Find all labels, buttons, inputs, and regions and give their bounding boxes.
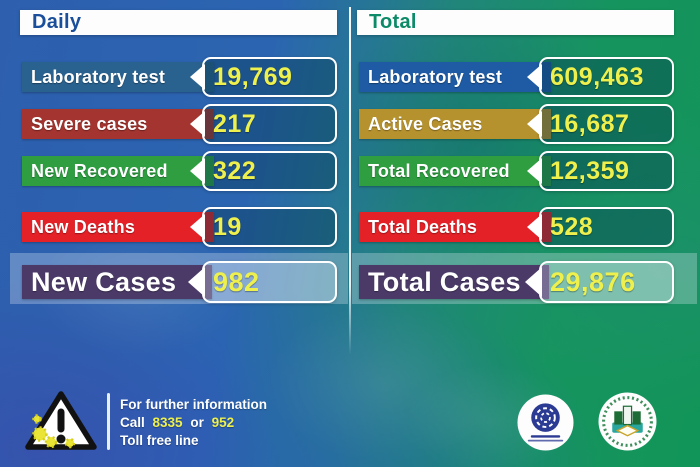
row-total-cases: Total Cases 29,876 xyxy=(357,261,674,303)
arrow-left-icon xyxy=(527,158,542,184)
footer-info-line3: Toll free line xyxy=(120,433,199,448)
footer-divider-line xyxy=(107,393,110,450)
arrow-left-icon xyxy=(527,214,542,240)
stat-label-bar: Total Cases xyxy=(359,265,549,299)
row-total-active-cases: Active Cases 16,687 xyxy=(357,104,674,144)
stat-value-box: 217 xyxy=(190,104,337,144)
arrow-left-icon xyxy=(190,158,205,184)
total-column: Total Laboratory test 609,463 Active Cas… xyxy=(357,0,674,380)
stat-label: Severe cases xyxy=(31,113,148,134)
stat-value-box: 982 xyxy=(188,261,337,303)
row-total-recovered: Total Recovered 12,359 xyxy=(357,151,674,191)
daily-header: Daily xyxy=(20,10,337,35)
total-header-label: Total xyxy=(369,11,417,33)
footer-info-line2: Call 8335 or 952 xyxy=(120,414,267,432)
stat-label: Laboratory test xyxy=(31,66,166,87)
stat-value-box: 528 xyxy=(527,207,674,247)
stat-value: 29,876 xyxy=(550,266,636,297)
stat-value: 217 xyxy=(213,109,257,138)
arrow-left-icon xyxy=(527,111,542,137)
virus-warning-triangle-icon xyxy=(23,389,99,458)
stat-label-bar: New Deaths xyxy=(22,212,214,242)
row-total-deaths: Total Deaths 528 xyxy=(357,207,674,247)
stat-label: Total Cases xyxy=(368,266,521,297)
stat-value-box: 12,359 xyxy=(527,151,674,191)
row-daily-new-recovered: New Recovered 322 xyxy=(20,151,337,191)
arrow-left-icon xyxy=(190,64,205,90)
stat-value-box: 609,463 xyxy=(527,57,674,97)
row-daily-severe-cases: Severe cases 217 xyxy=(20,104,337,144)
stat-value-box: 16,687 xyxy=(527,104,674,144)
stat-label: New Deaths xyxy=(31,216,136,237)
daily-header-label: Daily xyxy=(32,11,82,33)
arrow-left-icon xyxy=(525,267,542,297)
stat-label: Total Recovered xyxy=(368,160,510,181)
stat-value: 982 xyxy=(213,266,260,297)
hotline-number-1: 8335 xyxy=(152,415,183,430)
total-header: Total xyxy=(357,10,674,35)
stat-label-bar: Laboratory test xyxy=(22,62,214,92)
stat-label: New Recovered xyxy=(31,160,168,181)
stat-label: Laboratory test xyxy=(368,66,503,87)
row-daily-new-cases: New Cases 982 xyxy=(20,261,337,303)
stat-label-bar: Severe cases xyxy=(22,109,214,139)
stat-value: 19 xyxy=(213,212,242,241)
or-word: or xyxy=(190,415,204,430)
stat-value: 609,463 xyxy=(550,62,644,91)
daily-column: Daily Laboratory test 19,769 Severe case… xyxy=(20,0,337,380)
arrow-left-icon xyxy=(190,111,205,137)
stat-value-box: 29,876 xyxy=(525,261,674,303)
stat-value: 16,687 xyxy=(550,109,630,138)
stat-label-bar: Active Cases xyxy=(359,109,551,139)
call-word: Call xyxy=(120,415,145,430)
footer-info-line1: For further information xyxy=(120,397,267,412)
stat-label-bar: New Cases xyxy=(22,265,212,299)
public-health-institute-logo xyxy=(598,392,657,456)
stat-value-box: 19,769 xyxy=(190,57,337,97)
stat-value-box: 19 xyxy=(190,207,337,247)
stat-label-bar: Total Recovered xyxy=(359,156,551,186)
stat-label: Total Deaths xyxy=(368,216,478,237)
hotline-number-2: 952 xyxy=(211,415,235,430)
stat-label-bar: Total Deaths xyxy=(359,212,551,242)
stat-value: 12,359 xyxy=(550,156,630,185)
stat-label: Active Cases xyxy=(368,113,483,134)
arrow-left-icon xyxy=(188,267,205,297)
row-daily-laboratory-test: Laboratory test 19,769 xyxy=(20,57,337,97)
footer-info-text: For further information Call 8335 or 952… xyxy=(120,396,267,450)
stat-value: 528 xyxy=(550,212,594,241)
stat-value: 322 xyxy=(213,156,257,185)
row-daily-new-deaths: New Deaths 19 xyxy=(20,207,337,247)
stat-label: New Cases xyxy=(31,266,177,297)
stat-label-bar: New Recovered xyxy=(22,156,214,186)
column-divider xyxy=(349,7,351,355)
arrow-left-icon xyxy=(190,214,205,240)
row-total-laboratory-test: Laboratory test 609,463 xyxy=(357,57,674,97)
stat-label-bar: Laboratory test xyxy=(359,62,551,92)
stat-value: 19,769 xyxy=(213,62,293,91)
stat-value-box: 322 xyxy=(190,151,337,191)
ministry-of-health-logo xyxy=(517,394,574,456)
arrow-left-icon xyxy=(527,64,542,90)
